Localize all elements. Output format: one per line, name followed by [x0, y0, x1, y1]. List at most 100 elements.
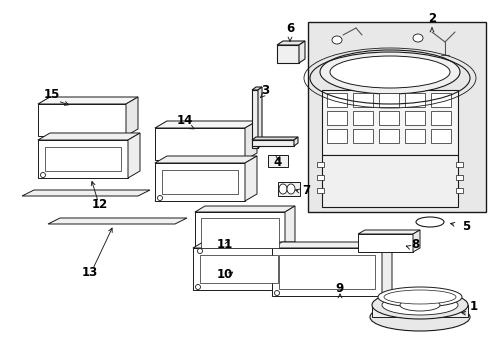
Polygon shape [285, 206, 294, 254]
Polygon shape [126, 97, 138, 136]
Ellipse shape [381, 295, 457, 315]
Bar [45, 147, 121, 171]
Bar [430, 93, 450, 107]
Bar [430, 129, 450, 143]
Polygon shape [251, 87, 262, 90]
Bar [378, 129, 398, 143]
Text: 13: 13 [81, 266, 98, 279]
Bar [326, 129, 346, 143]
Bar [404, 111, 424, 125]
Ellipse shape [274, 291, 279, 296]
Bar [430, 111, 450, 125]
Polygon shape [48, 218, 186, 224]
Bar [267, 155, 287, 167]
Polygon shape [357, 234, 412, 252]
Polygon shape [38, 104, 126, 136]
Text: 12: 12 [92, 198, 108, 211]
Polygon shape [251, 137, 297, 140]
Text: 8: 8 [410, 238, 418, 252]
Polygon shape [155, 156, 257, 163]
Text: 6: 6 [285, 22, 293, 35]
Polygon shape [193, 242, 294, 248]
Polygon shape [258, 87, 262, 148]
Bar [352, 111, 372, 125]
Text: 11: 11 [217, 238, 233, 252]
Ellipse shape [399, 299, 439, 311]
Polygon shape [285, 242, 294, 290]
Ellipse shape [197, 248, 202, 253]
Polygon shape [321, 90, 457, 155]
Polygon shape [276, 41, 305, 45]
Polygon shape [128, 133, 140, 178]
Text: 1: 1 [469, 301, 477, 314]
Polygon shape [412, 230, 419, 252]
Bar [352, 93, 372, 107]
Text: 15: 15 [44, 89, 60, 102]
Bar [378, 111, 398, 125]
Polygon shape [371, 305, 467, 317]
Text: 2: 2 [427, 12, 435, 24]
Ellipse shape [157, 195, 162, 201]
Bar [352, 129, 372, 143]
Polygon shape [195, 212, 285, 254]
Polygon shape [381, 242, 391, 296]
Polygon shape [38, 133, 140, 140]
Bar [455, 175, 462, 180]
Bar [316, 175, 324, 180]
Text: 14: 14 [177, 113, 193, 126]
Bar [404, 129, 424, 143]
Text: 4: 4 [273, 156, 282, 168]
Polygon shape [155, 128, 244, 160]
Ellipse shape [195, 284, 200, 289]
Polygon shape [298, 41, 305, 63]
Polygon shape [357, 230, 419, 234]
Ellipse shape [319, 50, 459, 94]
Bar [307, 22, 485, 212]
Ellipse shape [329, 56, 449, 88]
Polygon shape [193, 248, 285, 290]
Bar [278, 182, 299, 196]
Bar [201, 218, 279, 248]
Ellipse shape [383, 290, 455, 304]
Polygon shape [271, 248, 381, 296]
Polygon shape [244, 121, 257, 160]
Polygon shape [293, 137, 297, 146]
Ellipse shape [415, 217, 443, 227]
Bar [455, 162, 462, 167]
Ellipse shape [412, 34, 422, 42]
Polygon shape [276, 45, 298, 63]
Ellipse shape [377, 287, 461, 307]
Polygon shape [155, 163, 244, 201]
Polygon shape [244, 156, 257, 201]
Polygon shape [38, 97, 138, 104]
Polygon shape [271, 242, 391, 248]
Polygon shape [251, 90, 258, 148]
Polygon shape [195, 206, 294, 212]
Bar [326, 111, 346, 125]
Bar [200, 255, 278, 283]
Polygon shape [251, 140, 293, 146]
Text: 3: 3 [261, 84, 268, 96]
Bar [378, 93, 398, 107]
Ellipse shape [41, 172, 45, 177]
Ellipse shape [369, 303, 469, 331]
Text: 10: 10 [217, 269, 233, 282]
Polygon shape [38, 140, 128, 178]
Text: 5: 5 [461, 220, 469, 233]
Bar [316, 162, 324, 167]
Bar [404, 93, 424, 107]
Text: 9: 9 [335, 282, 344, 294]
Bar [316, 188, 324, 193]
Ellipse shape [371, 291, 467, 319]
Polygon shape [321, 155, 457, 207]
Bar [162, 170, 238, 194]
Bar [279, 255, 374, 289]
Bar [455, 188, 462, 193]
Text: 7: 7 [301, 184, 309, 197]
Polygon shape [155, 121, 257, 128]
Polygon shape [22, 190, 150, 196]
Ellipse shape [331, 36, 341, 44]
Ellipse shape [279, 184, 286, 194]
Bar [326, 93, 346, 107]
Ellipse shape [286, 184, 294, 194]
